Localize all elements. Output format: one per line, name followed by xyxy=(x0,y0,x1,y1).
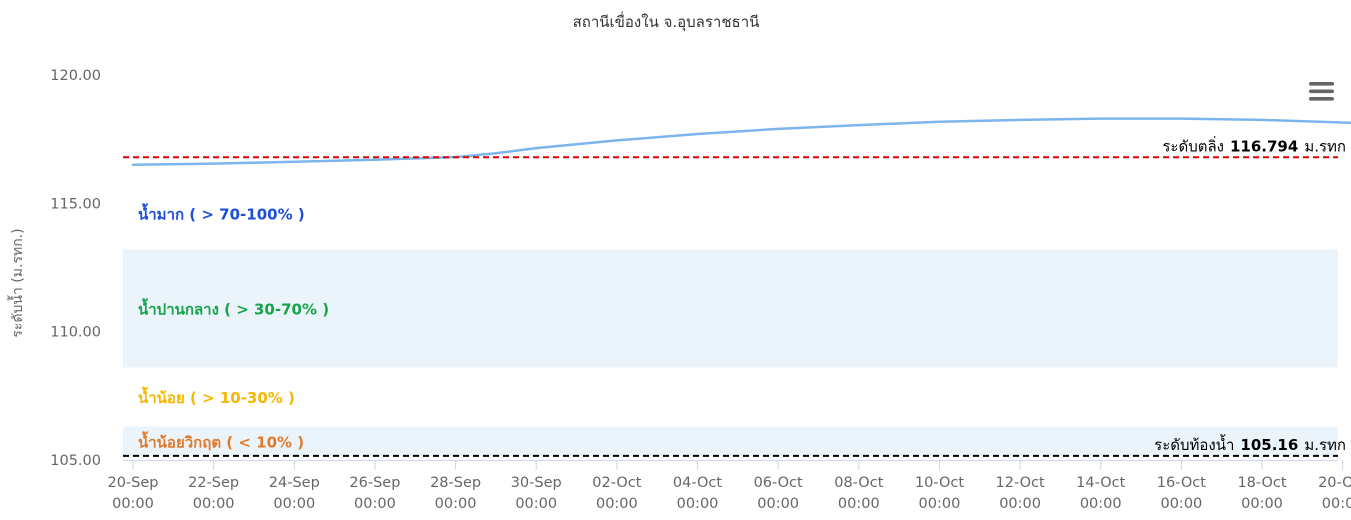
y-tick-label: 120.00 xyxy=(50,68,101,84)
y-axis-label: ระดับน้ำ (ม.รทก.) xyxy=(7,228,26,337)
x-tick-date: 08-Oct xyxy=(834,475,883,491)
x-tick-time: 00:00 xyxy=(1160,496,1202,512)
x-tick-time: 00:00 xyxy=(999,496,1041,512)
x-tick-time: 00:00 xyxy=(677,496,719,512)
x-tick-date: 30-Sep xyxy=(511,475,562,491)
x-tick-time: 00:00 xyxy=(838,496,880,512)
x-tick-time: 00:00 xyxy=(1080,496,1122,512)
x-tick-date: 26-Sep xyxy=(349,475,400,491)
reference-label-value: 116.794 xyxy=(1230,137,1298,155)
band-area xyxy=(123,157,1338,250)
x-tick-date: 18-Oct xyxy=(1237,475,1286,491)
band-area xyxy=(123,367,1338,427)
band-label: น้ำมาก ( > 70-100% ) xyxy=(138,202,305,223)
band-label: น้ำปานกลาง ( > 30-70% ) xyxy=(138,298,329,319)
x-tick-date: 16-Oct xyxy=(1157,475,1206,491)
x-tick-date: 24-Sep xyxy=(269,475,320,491)
x-tick-date: 14-Oct xyxy=(1076,475,1125,491)
x-tick-time: 00:00 xyxy=(596,496,638,512)
chart-title: สถานีเขื่องใน จ.อุบลราชธานี xyxy=(573,11,760,32)
reference-label-unit: ม.รทก xyxy=(1304,436,1346,454)
level-bands: น้ำมาก ( > 70-100% ) น้ำปานกลาง ( > 30-70… xyxy=(123,157,1338,456)
band-area xyxy=(123,249,1338,368)
x-tick-date: 10-Oct xyxy=(915,475,964,491)
band-label: น้ำน้อยวิกฤต ( < 10% ) xyxy=(138,430,304,451)
x-tick-date: 20-Oct xyxy=(1318,475,1351,491)
x-tick-date: 02-Oct xyxy=(592,475,641,491)
x-tick-date: 20-Sep xyxy=(107,475,158,491)
y-tick-label: 110.00 xyxy=(50,325,101,341)
reference-line-label: ระดับท้องน้ำ 105.16 ม.รทก xyxy=(1154,434,1346,454)
x-tick-time: 00:00 xyxy=(1241,496,1283,512)
x-tick-time: 00:00 xyxy=(354,496,396,512)
x-tick-time: 00:00 xyxy=(1322,496,1351,512)
x-tick-date: 22-Sep xyxy=(188,475,239,491)
x-tick-time: 00:00 xyxy=(273,496,315,512)
chart-menu-button[interactable] xyxy=(1305,78,1337,108)
series-line xyxy=(131,117,1351,167)
x-tick-date: 28-Sep xyxy=(430,475,481,491)
axes: 105.00 110.00 115.00 120.00 20-Sep 00:00 22-Se… xyxy=(50,68,1351,512)
band-area xyxy=(123,426,1338,456)
x-tick-time: 00:00 xyxy=(112,496,154,512)
x-tick-time: 00:00 xyxy=(757,496,799,512)
hamburger-menu-icon xyxy=(1309,82,1334,101)
y-tick-label: 115.00 xyxy=(50,196,101,212)
x-tick-time: 00:00 xyxy=(435,496,477,512)
x-tick-time: 00:00 xyxy=(193,496,235,512)
reference-label-prefix: ระดับท้องน้ำ xyxy=(1154,434,1234,454)
reference-label-value: 105.16 xyxy=(1240,436,1298,454)
x-tick-date: 06-Oct xyxy=(754,475,803,491)
reference-label-prefix: ระดับตลิ่ง xyxy=(1162,135,1224,155)
reference-line-label: ระดับตลิ่ง 116.794 ม.รทก xyxy=(1162,135,1346,155)
x-tick-date: 04-Oct xyxy=(673,475,722,491)
reference-label-unit: ม.รทก xyxy=(1304,137,1346,155)
x-tick-time: 00:00 xyxy=(515,496,557,512)
x-tick-time: 00:00 xyxy=(919,496,961,512)
x-tick-date: 12-Oct xyxy=(996,475,1045,491)
band-label: น้ำน้อย ( > 10-30% ) xyxy=(138,386,295,407)
y-tick-label: 105.00 xyxy=(50,453,101,469)
